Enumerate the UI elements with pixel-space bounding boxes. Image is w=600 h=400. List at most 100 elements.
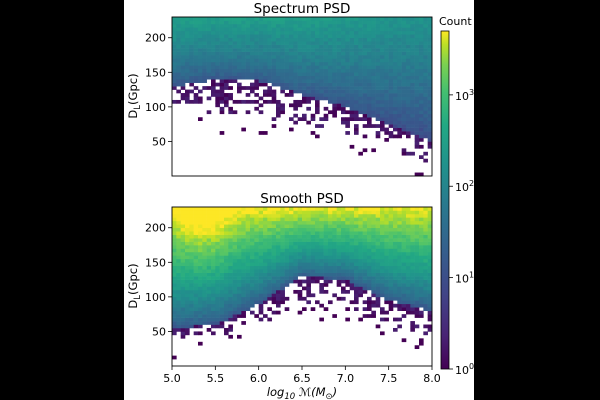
- heatmap-cell: [384, 120, 389, 125]
- heatmap-cell: [315, 258, 320, 263]
- heatmap-cell: [414, 324, 420, 329]
- heatmap-cell: [315, 103, 320, 108]
- heatmap-cell: [176, 307, 181, 311]
- heatmap-cell: [341, 58, 346, 63]
- heatmap-cell: [254, 220, 259, 225]
- heatmap-cell: [319, 234, 324, 239]
- heatmap-cell: [397, 37, 402, 42]
- heatmap-cell: [193, 37, 199, 42]
- heatmap-cell: [423, 134, 428, 139]
- heatmap-cell: [254, 44, 259, 49]
- heatmap-cell: [258, 262, 264, 267]
- heatmap-cell: [328, 27, 333, 32]
- heatmap-cell: [245, 51, 251, 56]
- heatmap-cell: [280, 103, 285, 108]
- heatmap-cell: [367, 296, 372, 301]
- heatmap-cell: [297, 272, 303, 277]
- y-tick-label: 100: [145, 291, 166, 304]
- heatmap-cell: [375, 269, 381, 273]
- heatmap-cell: [414, 17, 420, 21]
- heatmap-cell: [189, 220, 194, 225]
- heatmap-cell: [406, 296, 411, 301]
- heatmap-cell: [172, 296, 177, 301]
- heatmap-cell: [276, 75, 281, 80]
- heatmap-cell: [185, 245, 190, 249]
- heatmap-cell: [258, 303, 264, 308]
- heatmap-cell: [180, 220, 186, 225]
- heatmap-cell: [215, 248, 220, 253]
- heatmap-cell: [341, 75, 346, 80]
- heatmap-cell: [176, 231, 181, 235]
- heatmap-cell: [271, 255, 277, 260]
- heatmap-cell: [302, 210, 307, 215]
- heatmap-cell: [384, 286, 389, 291]
- heatmap-cell: [419, 17, 424, 21]
- heatmap-cell: [189, 231, 194, 235]
- heatmap-cell: [211, 303, 216, 308]
- heatmap-cell: [341, 117, 346, 121]
- heatmap-cell: [380, 110, 385, 115]
- heatmap-cell: [237, 303, 242, 308]
- heatmap-cell: [219, 79, 225, 83]
- heatmap-cell: [280, 41, 285, 45]
- heatmap-cell: [406, 51, 411, 56]
- heatmap-cell: [332, 103, 337, 108]
- heatmap-cell: [267, 245, 272, 249]
- heatmap-cell: [302, 255, 307, 260]
- heatmap-cell: [211, 30, 216, 35]
- heatmap-cell: [362, 106, 368, 111]
- heatmap-cell: [336, 234, 342, 239]
- heatmap-cell: [180, 283, 186, 287]
- heatmap-cell: [406, 265, 411, 270]
- heatmap-cell: [419, 338, 424, 343]
- heatmap-cell: [198, 55, 203, 59]
- heatmap-cell: [414, 276, 420, 280]
- heatmap-cell: [185, 262, 190, 267]
- heatmap-cell: [406, 310, 411, 315]
- heatmap-cell: [215, 238, 220, 242]
- heatmap-cell: [176, 210, 181, 215]
- heatmap-cell: [332, 20, 337, 25]
- heatmap-cell: [328, 224, 333, 229]
- heatmap-cell: [406, 44, 411, 49]
- heatmap-cell: [297, 68, 303, 73]
- heatmap-cell: [384, 127, 389, 132]
- heatmap-cell: [354, 89, 359, 94]
- heatmap-cell: [250, 258, 255, 263]
- heatmap-cell: [371, 300, 376, 305]
- heatmap-cell: [401, 99, 407, 104]
- heatmap-cell: [267, 99, 272, 104]
- heatmap-cell: [362, 55, 368, 59]
- heatmap-cell: [367, 20, 372, 25]
- heatmap-cell: [410, 110, 415, 115]
- heatmap-cell: [206, 217, 212, 222]
- heatmap-cell: [202, 300, 207, 305]
- heatmap-cell: [232, 248, 238, 253]
- heatmap-cell: [258, 27, 264, 32]
- heatmap-cell: [423, 296, 428, 301]
- heatmap-cell: [354, 51, 359, 56]
- heatmap-cell: [393, 296, 398, 301]
- heatmap-cell: [263, 265, 268, 270]
- heatmap-cell: [254, 20, 259, 25]
- heatmap-cell: [315, 269, 320, 273]
- heatmap-cell: [358, 262, 363, 267]
- heatmap-cell: [423, 58, 428, 63]
- heatmap-cell: [380, 124, 385, 128]
- heatmap-cell: [414, 124, 420, 128]
- heatmap-cell: [401, 23, 407, 28]
- heatmap-cell: [297, 34, 303, 39]
- heatmap-cell: [211, 265, 216, 270]
- heatmap-cell: [319, 37, 324, 42]
- heatmap-cell: [232, 307, 238, 311]
- heatmap-cell: [215, 276, 220, 280]
- heatmap-cell: [263, 269, 268, 273]
- heatmap-cell: [176, 224, 181, 229]
- heatmap-cell: [245, 258, 251, 263]
- heatmap-cell: [384, 258, 389, 263]
- heatmap-cell: [228, 106, 233, 111]
- heatmap-cell: [206, 279, 212, 284]
- heatmap-cell: [297, 86, 303, 90]
- heatmap-cell: [206, 283, 212, 287]
- heatmap-cell: [250, 286, 255, 291]
